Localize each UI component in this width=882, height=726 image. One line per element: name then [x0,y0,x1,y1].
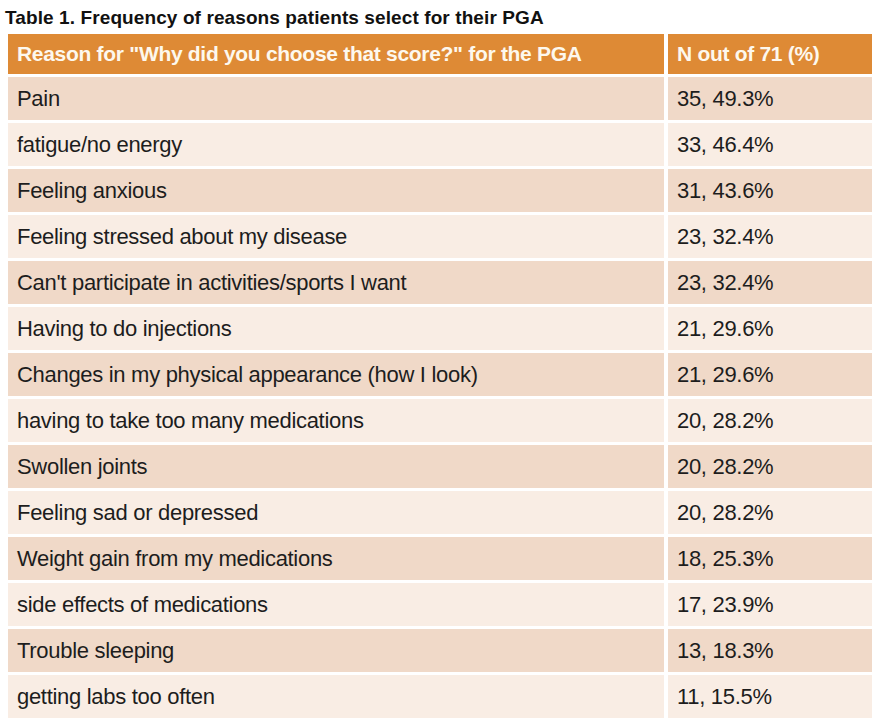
table-row: Having to do injections 21, 29.6% [8,307,872,350]
table-row: Feeling stressed about my disease 23, 32… [8,215,872,258]
value-cell: 23, 32.4% [668,261,872,304]
table-row: Can't participate in activities/sports I… [8,261,872,304]
value-cell: 35, 49.3% [668,77,872,120]
reason-cell: Feeling anxious [8,169,664,212]
reason-cell: fatigue/no energy [8,123,664,166]
table-row: Changes in my physical appearance (how I… [8,353,872,396]
table-body: Pain 35, 49.3% fatigue/no energy 33, 46.… [8,77,872,718]
value-cell: 20, 28.2% [668,491,872,534]
value-cell: 21, 29.6% [668,353,872,396]
reason-cell: Having to do injections [8,307,664,350]
reason-cell: getting labs too often [8,675,664,718]
table-row: having to take too many medications 20, … [8,399,872,442]
table-row: getting labs too often 11, 15.5% [8,675,872,718]
table-row: fatigue/no energy 33, 46.4% [8,123,872,166]
reason-cell: having to take too many medications [8,399,664,442]
header-value-column: N out of 71 (%) [668,34,872,74]
frequency-table: Reason for "Why did you choose that scor… [4,31,876,721]
reason-cell: Can't participate in activities/sports I… [8,261,664,304]
reason-cell: side effects of medications [8,583,664,626]
table-row: Pain 35, 49.3% [8,77,872,120]
value-cell: 17, 23.9% [668,583,872,626]
table-row: Trouble sleeping 13, 18.3% [8,629,872,672]
reason-cell: Feeling stressed about my disease [8,215,664,258]
table-row: side effects of medications 17, 23.9% [8,583,872,626]
value-cell: 20, 28.2% [668,399,872,442]
table-row: Weight gain from my medications 18, 25.3… [8,537,872,580]
reason-cell: Trouble sleeping [8,629,664,672]
table-row: Feeling anxious 31, 43.6% [8,169,872,212]
value-cell: 23, 32.4% [668,215,872,258]
reason-cell: Swollen joints [8,445,664,488]
value-cell: 11, 15.5% [668,675,872,718]
table-row: Swollen joints 20, 28.2% [8,445,872,488]
reason-cell: Feeling sad or depressed [8,491,664,534]
table-row: Feeling sad or depressed 20, 28.2% [8,491,872,534]
reason-cell: Changes in my physical appearance (how I… [8,353,664,396]
value-cell: 33, 46.4% [668,123,872,166]
value-cell: 20, 28.2% [668,445,872,488]
value-cell: 13, 18.3% [668,629,872,672]
header-reason-column: Reason for "Why did you choose that scor… [8,34,664,74]
value-cell: 18, 25.3% [668,537,872,580]
page-title: Table 1. Frequency of reasons patients s… [0,0,882,31]
reason-cell: Weight gain from my medications [8,537,664,580]
reason-cell: Pain [8,77,664,120]
value-cell: 21, 29.6% [668,307,872,350]
table-header-row: Reason for "Why did you choose that scor… [8,34,872,74]
value-cell: 31, 43.6% [668,169,872,212]
